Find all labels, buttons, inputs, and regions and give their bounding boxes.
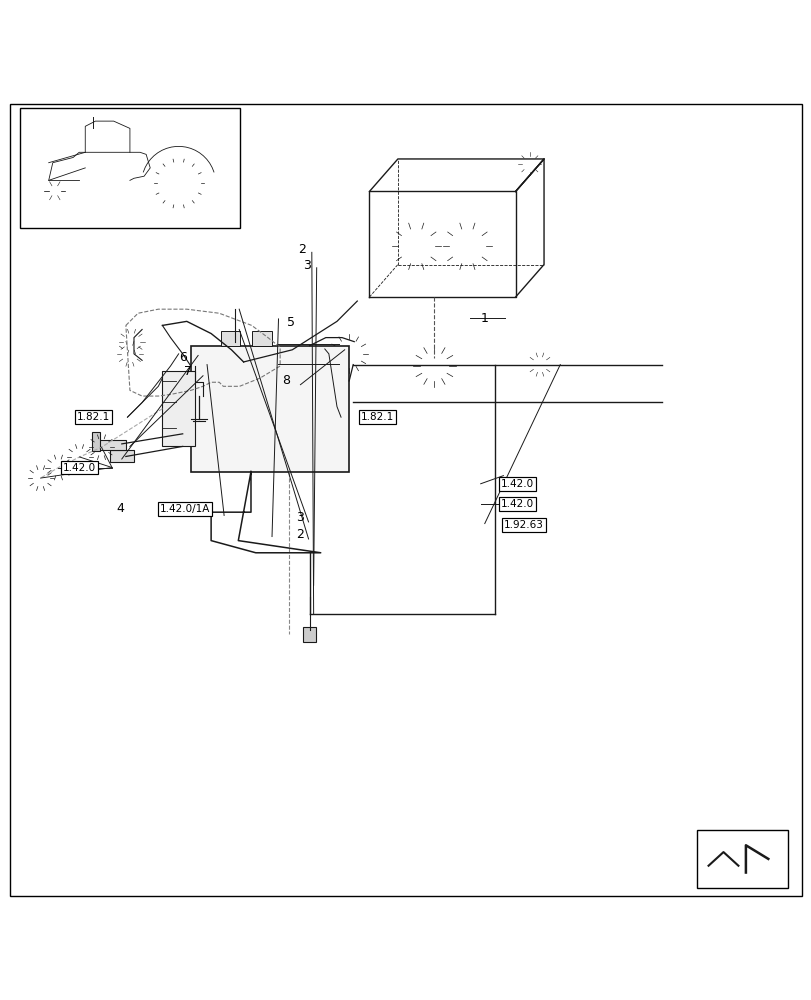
Circle shape [298, 558, 320, 580]
Ellipse shape [336, 349, 341, 359]
Circle shape [302, 422, 310, 430]
Circle shape [173, 378, 179, 384]
Circle shape [268, 422, 276, 430]
Text: 2: 2 [296, 528, 304, 541]
Circle shape [169, 396, 182, 409]
Text: 1.42.0: 1.42.0 [500, 479, 533, 489]
Circle shape [268, 387, 276, 395]
Text: 7: 7 [184, 365, 192, 378]
Bar [162, 371, 195, 446]
Circle shape [225, 323, 246, 344]
Text: 3: 3 [303, 259, 311, 272]
Text: 1.42.0: 1.42.0 [500, 499, 533, 509]
Circle shape [225, 311, 246, 332]
Text: 3: 3 [296, 511, 304, 524]
Text: 4: 4 [116, 502, 124, 515]
Circle shape [285, 405, 292, 412]
Text: 6: 6 [179, 351, 187, 364]
Bar [109, 450, 134, 462]
Bar [191, 346, 349, 472]
Circle shape [487, 391, 502, 406]
Bar [303, 627, 315, 642]
Text: 1.92.63: 1.92.63 [503, 520, 543, 530]
Circle shape [225, 334, 246, 355]
Bar [221, 331, 240, 346]
Text: 5: 5 [286, 316, 294, 329]
Text: 2: 2 [298, 243, 306, 256]
Bar [696, 830, 787, 888]
Text: 1.82.1: 1.82.1 [77, 412, 109, 422]
Circle shape [173, 399, 179, 406]
Circle shape [169, 374, 182, 387]
Circle shape [487, 375, 502, 389]
Text: 8: 8 [281, 374, 290, 387]
Text: 1.42.0/1A: 1.42.0/1A [160, 504, 210, 514]
Text: 1: 1 [480, 312, 488, 325]
Bar [92, 432, 100, 451]
Circle shape [173, 424, 179, 431]
Bar [97, 440, 126, 450]
Circle shape [169, 421, 182, 434]
Bar [252, 331, 272, 346]
Circle shape [302, 387, 310, 395]
Bar [20, 108, 239, 228]
Circle shape [227, 293, 243, 309]
Text: 1.42.0: 1.42.0 [63, 463, 96, 473]
Text: 1.82.1: 1.82.1 [361, 412, 393, 422]
Circle shape [298, 572, 320, 595]
Circle shape [298, 584, 320, 606]
